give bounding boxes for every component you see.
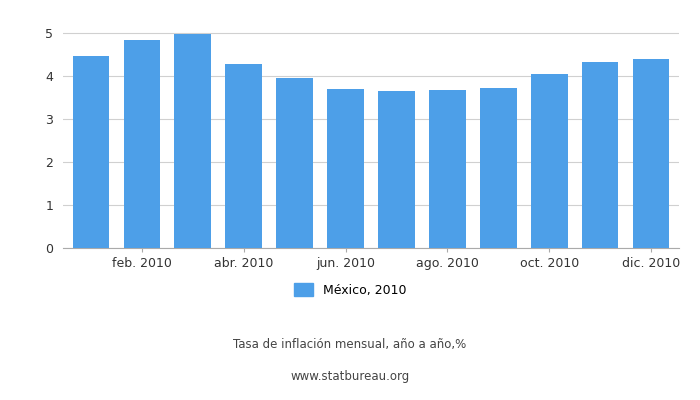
Bar [480, 88, 517, 248]
Bar [429, 90, 466, 248]
Bar [378, 92, 415, 248]
Bar [531, 74, 568, 248]
Bar [327, 89, 364, 248]
Bar [225, 64, 262, 248]
Text: Tasa de inflación mensual, año a año,%: Tasa de inflación mensual, año a año,% [233, 338, 467, 351]
Bar [582, 62, 618, 248]
Bar [276, 78, 313, 248]
Text: www.statbureau.org: www.statbureau.org [290, 370, 410, 383]
Legend: México, 2010: México, 2010 [289, 278, 411, 302]
Bar [124, 40, 160, 248]
Bar [633, 59, 669, 248]
Bar [174, 34, 211, 248]
Bar [73, 56, 109, 248]
